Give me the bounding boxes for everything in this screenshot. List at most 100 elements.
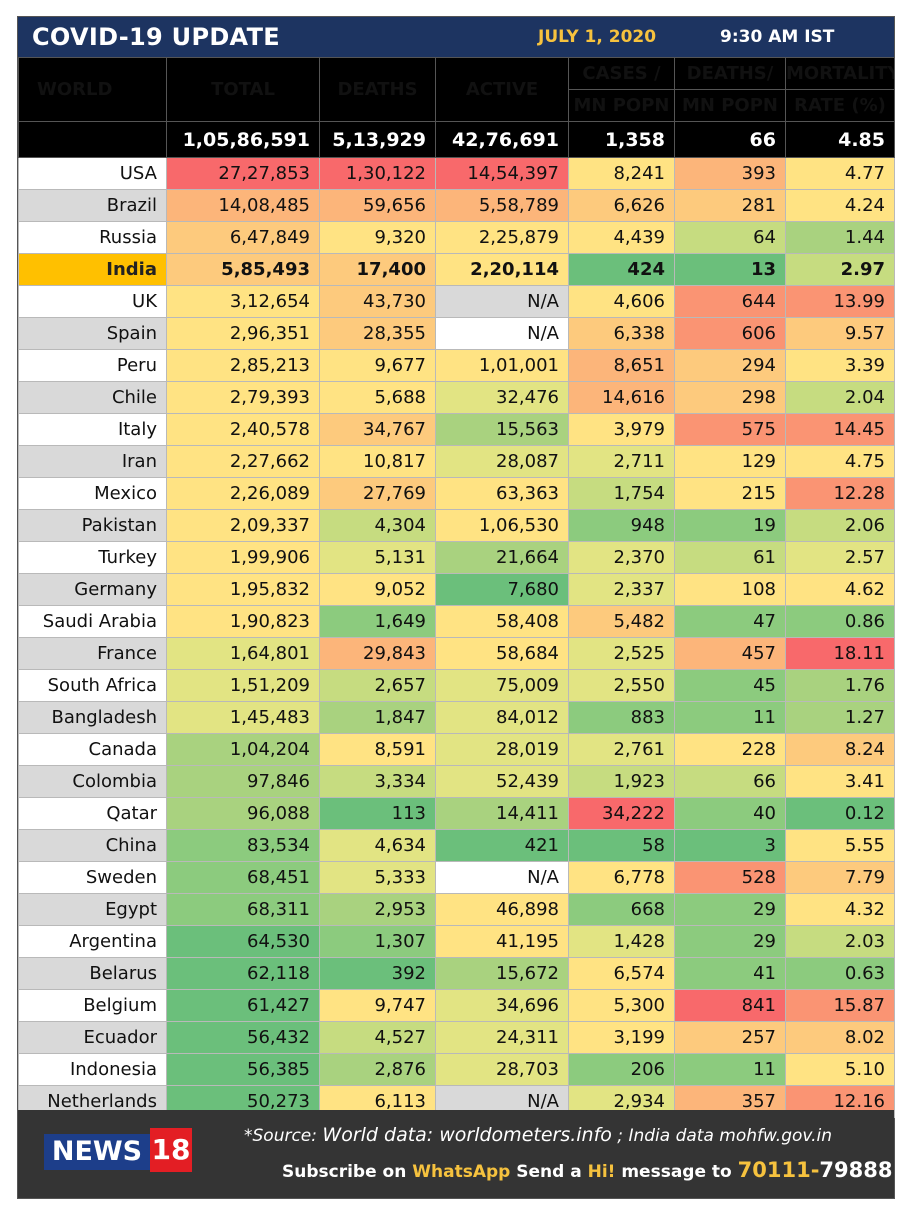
cell-deaths-mn: 41 [674,957,786,990]
world-total: 1,05,86,591 [166,121,320,158]
cell-total: 96,088 [166,797,320,830]
cell-active: 7,680 [435,573,569,606]
country-name: Egypt [18,893,167,926]
col-deaths-mn-bottom: MN POPN [674,89,786,122]
cell-active: 28,703 [435,1053,569,1086]
cell-active: 21,664 [435,541,569,574]
cell-deaths-mn: 61 [674,541,786,574]
cell-mortality: 5.10 [785,1053,895,1086]
phone-part-2: 79888 [819,1158,893,1182]
cell-total: 56,385 [166,1053,320,1086]
footer: NEWS 18 *Source: World data: worldometer… [18,1110,894,1198]
hi-label: Hi! [587,1162,616,1182]
cell-active: N/A [435,317,569,350]
subscribe-note: Subscribe on WhatsApp Send a Hi! message… [282,1158,892,1182]
cell-active: 5,58,789 [435,189,569,222]
cell-mortality: 3.39 [785,349,895,382]
table-row: Spain 2,96,351 28,355 N/A 6,338 606 9.57 [18,317,895,350]
cell-active: 15,563 [435,413,569,446]
cell-deaths: 10,817 [319,445,436,478]
source-india: India data mohfw.gov.in [628,1126,832,1146]
col-mortality-bottom: RATE (%) [785,89,895,122]
table-row: Belgium 61,427 9,747 34,696 5,300 841 15.87 [18,989,895,1022]
cell-cases-mn: 1,428 [568,925,675,958]
cell-mortality: 2.97 [785,253,895,286]
table-row: South Africa 1,51,209 2,657 75,009 2,550 45 1.… [18,669,895,702]
cell-total: 2,96,351 [166,317,320,350]
col-deaths-mn-top: DEATHS/ [674,57,786,90]
whatsapp-label: WhatsApp [412,1162,511,1182]
cell-deaths: 5,333 [319,861,436,894]
cell-deaths-mn: 228 [674,733,786,766]
cell-deaths-mn: 47 [674,605,786,638]
table-row: Colombia 97,846 3,334 52,439 1,923 66 3.41 [18,765,895,798]
col-deaths: DEATHS [319,57,436,122]
table-row: Chile 2,79,393 5,688 32,476 14,616 298 2.04 [18,381,895,414]
cell-mortality: 13.99 [785,285,895,318]
cell-cases-mn: 6,778 [568,861,675,894]
cell-cases-mn: 6,626 [568,189,675,222]
cell-total: 2,40,578 [166,413,320,446]
country-name: USA [18,157,167,190]
header-bar: COVID-19 UPDATE JULY 1, 2020 9:30 AM IST [18,17,894,57]
cell-active: 58,408 [435,605,569,638]
cell-mortality: 2.06 [785,509,895,542]
table-row: UK 3,12,654 43,730 N/A 4,606 644 13.99 [18,285,895,318]
cell-active: 14,54,397 [435,157,569,190]
table-row: Germany 1,95,832 9,052 7,680 2,337 108 4.62 [18,573,895,606]
update-time: 9:30 AM IST [720,27,835,47]
cell-deaths: 9,747 [319,989,436,1022]
country-name: Canada [18,733,167,766]
cell-mortality: 1.27 [785,701,895,734]
country-name: Pakistan [18,509,167,542]
cell-active: 2,20,114 [435,253,569,286]
cell-cases-mn: 424 [568,253,675,286]
cell-cases-mn: 948 [568,509,675,542]
phone-part-1: 70111- [737,1158,820,1182]
country-name: Turkey [18,541,167,574]
cell-active: 75,009 [435,669,569,702]
table-row: Indonesia 56,385 2,876 28,703 206 11 5.10 [18,1053,895,1086]
country-name: Belgium [18,989,167,1022]
cell-total: 1,90,823 [166,605,320,638]
cell-cases-mn: 883 [568,701,675,734]
cell-total: 6,47,849 [166,221,320,254]
cell-cases-mn: 2,370 [568,541,675,574]
cell-mortality: 3.41 [785,765,895,798]
cell-active: 34,696 [435,989,569,1022]
cell-total: 68,451 [166,861,320,894]
cell-mortality: 4.77 [785,157,895,190]
cell-mortality: 0.86 [785,605,895,638]
col-cases-mn-top: CASES / [568,57,675,90]
cell-total: 62,118 [166,957,320,990]
cell-deaths-mn: 66 [674,765,786,798]
country-name: Qatar [18,797,167,830]
country-name: China [18,829,167,862]
cell-deaths-mn: 3 [674,829,786,862]
cell-deaths: 1,649 [319,605,436,638]
cell-deaths: 4,527 [319,1021,436,1054]
cell-cases-mn: 58 [568,829,675,862]
cell-deaths-mn: 129 [674,445,786,478]
col-cases-mn-bottom: MN POPN [568,89,675,122]
logo-18: 18 [150,1128,192,1172]
country-name: Sweden [18,861,167,894]
cell-cases-mn: 3,979 [568,413,675,446]
cell-cases-mn: 8,651 [568,349,675,382]
cell-mortality: 18.11 [785,637,895,670]
country-name: Russia [18,221,167,254]
cell-total: 1,51,209 [166,669,320,702]
cell-total: 2,27,662 [166,445,320,478]
cell-mortality: 2.04 [785,381,895,414]
cell-total: 14,08,485 [166,189,320,222]
cell-deaths: 392 [319,957,436,990]
cell-cases-mn: 1,754 [568,477,675,510]
cell-total: 2,26,089 [166,477,320,510]
cell-total: 5,85,493 [166,253,320,286]
cell-total: 2,85,213 [166,349,320,382]
cell-mortality: 14.45 [785,413,895,446]
cell-deaths-mn: 29 [674,893,786,926]
cell-deaths-mn: 40 [674,797,786,830]
country-name: Indonesia [18,1053,167,1086]
cell-total: 2,09,337 [166,509,320,542]
